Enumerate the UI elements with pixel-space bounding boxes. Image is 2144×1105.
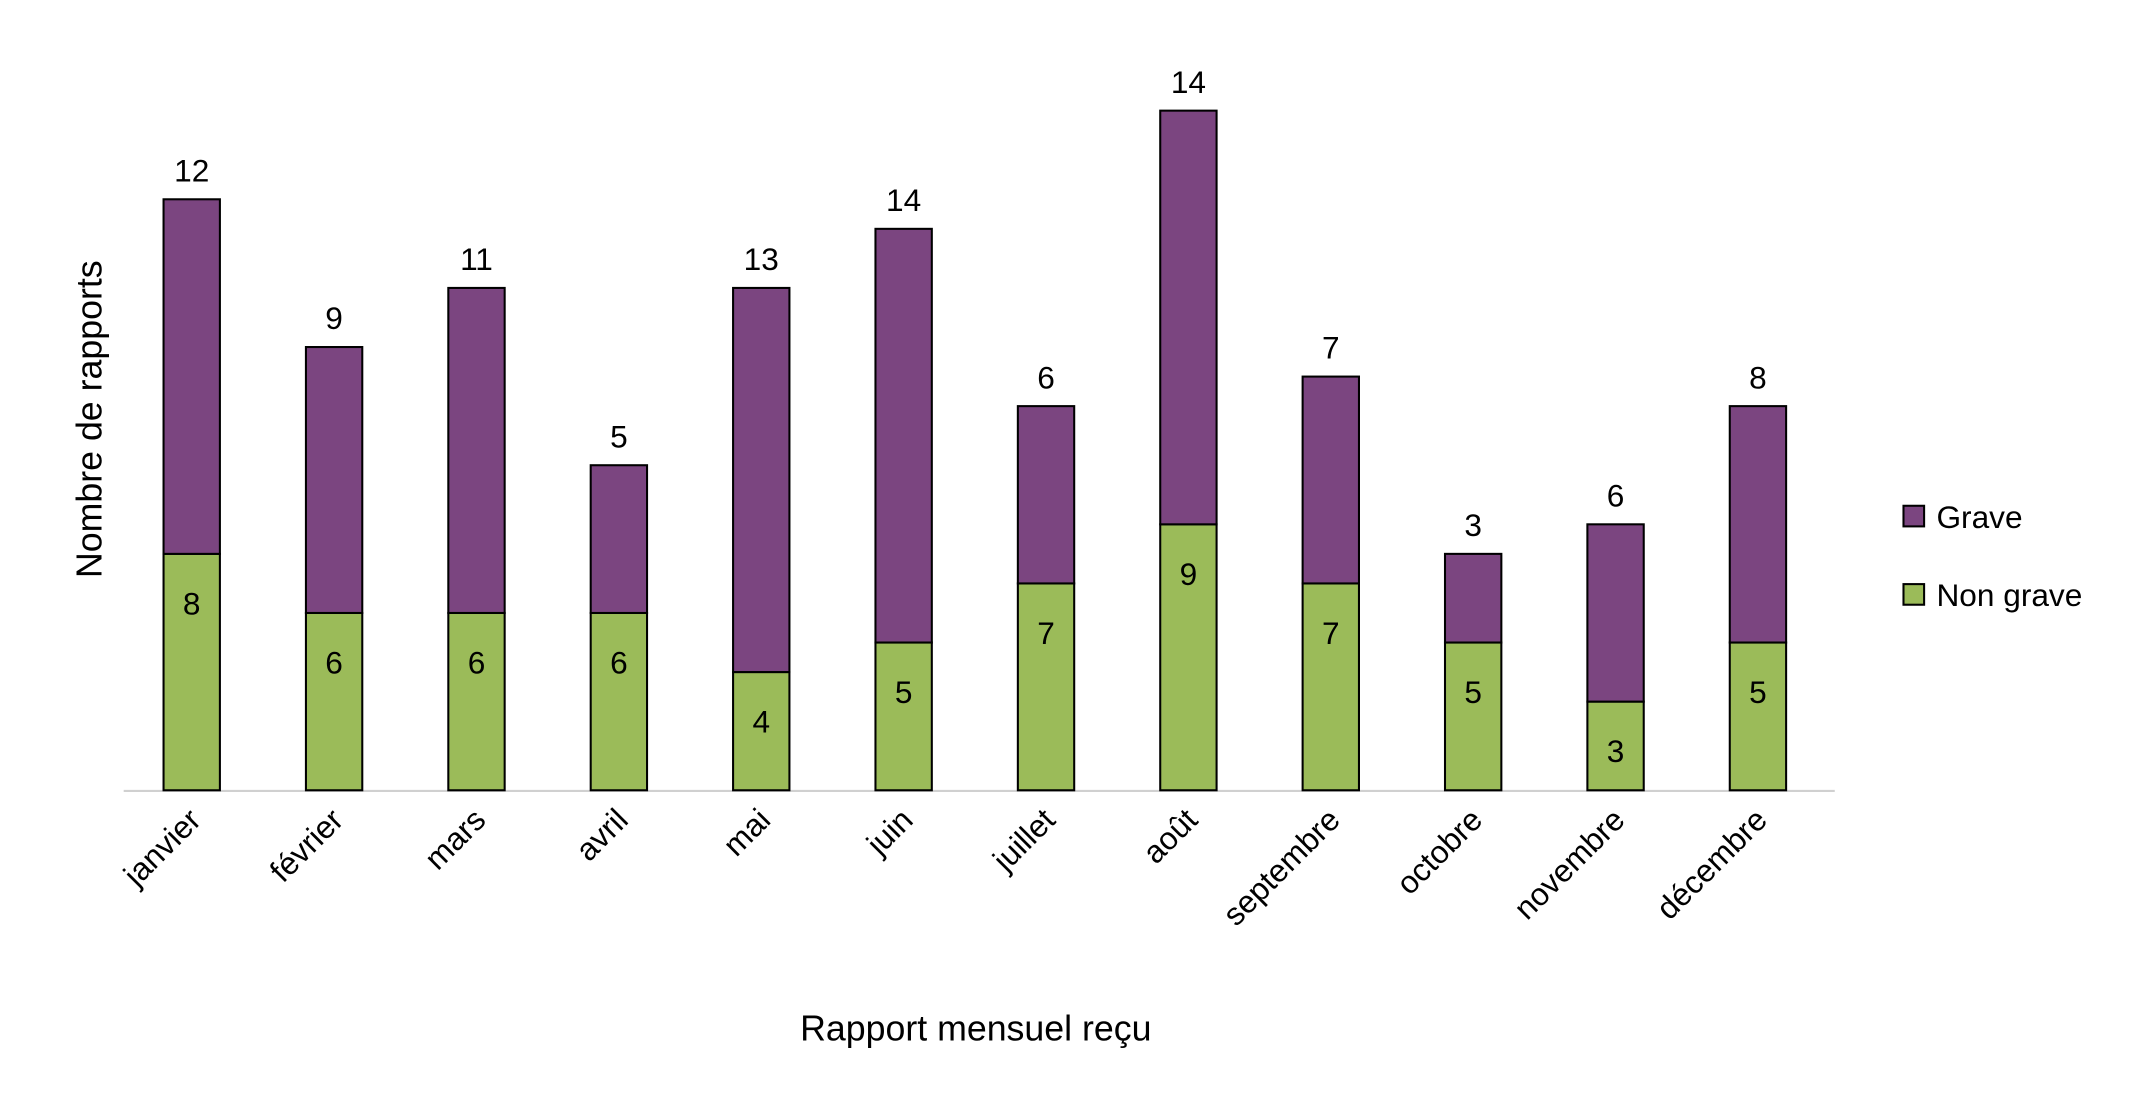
- x-tick-label: septembre: [1216, 801, 1347, 932]
- data-label-grave: 6: [1037, 359, 1055, 395]
- bar-non-grave: [1728, 641, 1788, 792]
- bar-grave: [1301, 375, 1360, 585]
- x-tick-label: mai: [716, 801, 777, 862]
- bar-grave: [1586, 523, 1645, 703]
- bar-non-grave: [1443, 641, 1503, 792]
- data-label-non-grave: 8: [183, 585, 201, 621]
- bar-grave: [732, 286, 791, 674]
- data-label-grave: 9: [325, 300, 343, 336]
- data-label-grave: 8: [1749, 359, 1767, 395]
- x-axis-title: Rapport mensuel reçu: [800, 1008, 1151, 1048]
- x-tick-label: mars: [417, 801, 492, 876]
- data-label-non-grave: 5: [1464, 674, 1482, 710]
- bar-non-grave: [874, 641, 933, 792]
- bar-non-grave: [732, 671, 791, 792]
- data-label-non-grave: 6: [610, 644, 628, 680]
- data-label-grave: 11: [460, 241, 493, 277]
- x-tick-label: août: [1135, 801, 1204, 870]
- data-label-non-grave: 4: [752, 704, 770, 740]
- bar-grave: [874, 227, 933, 644]
- y-axis-title: Nombre de rapports: [70, 260, 110, 578]
- data-label-non-grave: 7: [1322, 615, 1340, 651]
- bar-non-grave: [1586, 700, 1645, 792]
- legend-label-non-grave: Non grave: [1936, 577, 2082, 613]
- bar-non-grave: [304, 611, 364, 792]
- bar-grave: [162, 198, 221, 555]
- x-tick-label: juin: [859, 801, 920, 862]
- x-tick-label: décembre: [1649, 801, 1774, 926]
- legend-label-grave: Grave: [1936, 499, 2022, 535]
- data-label-non-grave: 3: [1607, 733, 1625, 769]
- x-tick-label: février: [262, 801, 350, 889]
- x-tick-label: janvier: [116, 801, 208, 893]
- bar-grave: [1443, 552, 1503, 644]
- data-label-non-grave: 5: [895, 674, 913, 710]
- bar-non-grave: [1301, 582, 1360, 792]
- data-label-non-grave: 9: [1180, 556, 1198, 592]
- bar-non-grave: [447, 611, 506, 792]
- data-label-grave: 14: [886, 182, 921, 218]
- bar-grave: [304, 346, 364, 615]
- bar-grave: [589, 464, 649, 615]
- x-tick-label: octobre: [1389, 801, 1489, 901]
- bar-non-grave: [589, 611, 649, 792]
- bar-grave: [1728, 405, 1788, 644]
- data-label-non-grave: 6: [468, 644, 486, 680]
- x-tick-label: novembre: [1507, 801, 1632, 926]
- x-tick-label: avril: [568, 801, 634, 867]
- data-label-grave: 6: [1607, 477, 1625, 513]
- data-label-non-grave: 7: [1037, 615, 1055, 651]
- bar-grave: [1159, 109, 1218, 526]
- bar-non-grave: [162, 552, 221, 792]
- bar-grave: [447, 286, 506, 615]
- bar-grave: [1016, 405, 1076, 585]
- data-label-grave: 12: [174, 152, 209, 188]
- data-label-grave: 13: [744, 241, 779, 277]
- data-label-non-grave: 5: [1749, 674, 1767, 710]
- legend-swatch-non-grave: [1902, 583, 1926, 606]
- legend-swatch-grave: [1902, 504, 1926, 528]
- bar-non-grave: [1159, 523, 1218, 792]
- data-label-grave: 7: [1322, 330, 1340, 366]
- x-tick-label: juillet: [985, 801, 1062, 878]
- data-label-grave: 3: [1464, 507, 1482, 543]
- legend: Grave Non grave: [1902, 499, 2082, 613]
- data-label-non-grave: 6: [325, 644, 343, 680]
- data-label-grave: 5: [610, 418, 628, 454]
- data-label-grave: 14: [1171, 64, 1206, 100]
